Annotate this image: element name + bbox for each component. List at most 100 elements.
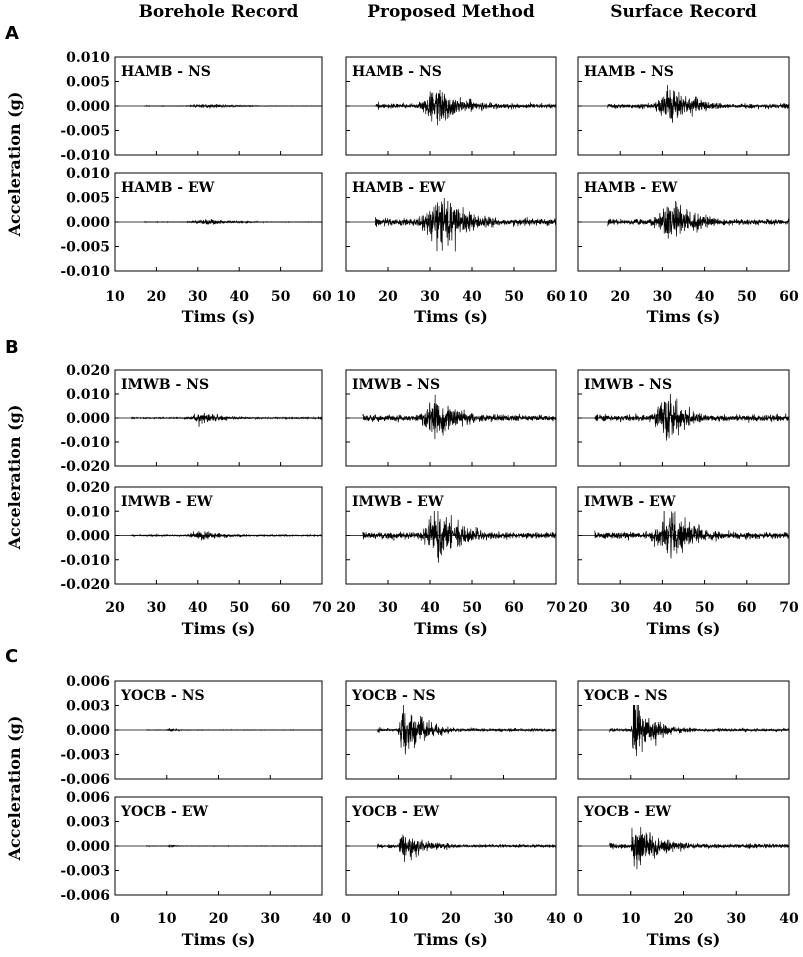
waveform-trace	[143, 103, 323, 109]
x-tick-label: 10	[621, 911, 641, 927]
y-tick-label: -0.010	[60, 435, 110, 451]
x-axis-label: Tims (s)	[182, 619, 256, 638]
waveform-trace	[362, 504, 557, 563]
station-label: IMWB - EW	[584, 494, 676, 510]
x-tick-label: 60	[737, 600, 757, 616]
waveform-trace	[145, 727, 323, 732]
station-label: YOCB - EW	[120, 804, 208, 820]
station-label-bg	[582, 376, 675, 394]
x-tick-label: 0	[110, 911, 120, 927]
y-tick-label: -0.020	[60, 459, 110, 475]
x-axis-label: Tims (s)	[414, 619, 488, 638]
subplot-surface-record: YOCB - NS	[577, 680, 790, 780]
x-tick-label: 10	[105, 289, 125, 305]
x-tick-label: 30	[188, 289, 208, 305]
station-label: HAMB - NS	[584, 64, 674, 80]
waveform-trace	[375, 89, 557, 126]
x-tick-label: 20	[378, 289, 398, 305]
x-tick-label: 10	[568, 289, 588, 305]
panel-a: A Acceleration (g) 0.010 0.005 0.000 -0.005 -0…	[5, 23, 799, 326]
y-tick-label: -0.003	[60, 748, 110, 764]
x-tick-label: 60	[546, 289, 566, 305]
y-tick-label: 0.005	[66, 191, 110, 207]
subplot-surface-record: HAMB - EW 10 20 30 40 50 60 Tims (s)	[568, 172, 799, 326]
y-tick-label: -0.006	[60, 772, 110, 788]
y-tick-label: -0.003	[60, 864, 110, 880]
x-tick-label: 30	[378, 600, 398, 616]
station-label-bg	[349, 687, 438, 705]
subplot-borehole-record: IMWB - EW 20 30 40 50 60 70 Tims (s)	[105, 486, 332, 638]
column-title-3: Surface Record	[610, 2, 757, 22]
x-tick-label: 30	[727, 911, 747, 927]
station-label-bg	[350, 179, 448, 197]
y-tick-label: 0.005	[66, 75, 110, 91]
x-tick-label: 0	[573, 911, 583, 927]
x-tick-label: 20	[674, 911, 694, 927]
waveform-trace	[607, 84, 790, 123]
y-tick-label: 0.000	[66, 215, 110, 231]
y-tick-label: 0.010	[66, 50, 110, 66]
waveform-trace	[362, 394, 557, 440]
station-label-bg	[118, 687, 207, 705]
y-tick-label: 0.006	[66, 674, 110, 690]
x-tick-label: 20	[105, 600, 125, 616]
y-tick-label: -0.005	[60, 124, 110, 140]
y-axis-label: Acceleration (g)	[5, 405, 24, 551]
subplot-borehole-record: IMWB - NS	[114, 369, 323, 467]
x-tick-label: 40	[653, 600, 673, 616]
subplot-surface-record: IMWB - NS	[577, 369, 790, 467]
station-label-bg	[582, 63, 676, 81]
y-tick-label: -0.010	[60, 264, 110, 280]
station-label-bg	[350, 63, 444, 81]
waveform-trace	[377, 701, 557, 755]
y-axis-label: Acceleration (g)	[5, 92, 24, 238]
subplot-borehole-record: HAMB - EW 10 20 30 40 50 60 Tims (s)	[105, 172, 332, 326]
x-tick-label: 30	[494, 911, 514, 927]
station-label-bg	[118, 803, 211, 821]
station-label-bg	[349, 803, 442, 821]
y-tick-label: 0.000	[66, 411, 110, 427]
subplot-borehole-record: YOCB - NS	[114, 680, 323, 780]
x-tick-label: 30	[653, 289, 673, 305]
station-label-bg	[582, 179, 680, 197]
x-tick-label: 10	[336, 289, 356, 305]
station-label-bg	[119, 179, 217, 197]
waveform-trace	[375, 198, 557, 252]
x-tick-label: 20	[568, 600, 588, 616]
x-axis-label: Tims (s)	[647, 307, 721, 326]
subplot-proposed-method: YOCB - EW 0 10 20 30 40 Tims (s)	[341, 796, 566, 949]
y-tick-label: 0.000	[66, 99, 110, 115]
x-tick-label: 10	[389, 911, 409, 927]
station-label-bg	[582, 493, 678, 511]
x-tick-label: 30	[147, 600, 167, 616]
y-tick-label: -0.020	[60, 577, 110, 593]
station-label-bg	[119, 493, 215, 511]
x-axis-label: Tims (s)	[647, 930, 721, 949]
waveform-trace	[607, 200, 790, 239]
y-tick-label: 0.010	[66, 504, 110, 520]
x-axis-label: Tims (s)	[414, 930, 488, 949]
x-tick-label: 50	[695, 600, 715, 616]
station-label: IMWB - NS	[352, 377, 440, 393]
station-label: HAMB - EW	[352, 180, 446, 196]
x-tick-label: 40	[462, 289, 482, 305]
station-label: IMWB - NS	[584, 377, 672, 393]
x-tick-label: 30	[610, 600, 630, 616]
station-label-bg	[581, 803, 674, 821]
x-tick-label: 40	[229, 289, 249, 305]
station-label-bg	[119, 63, 213, 81]
station-label: YOCB - NS	[351, 688, 436, 704]
subplot-proposed-method: IMWB - EW 20 30 40 50 60 70 Tims (s)	[336, 486, 566, 638]
station-label: HAMB - NS	[352, 64, 442, 80]
column-title-1: Borehole Record	[139, 2, 299, 22]
y-tick-label: 0.000	[66, 529, 110, 545]
station-label: IMWB - NS	[121, 377, 209, 393]
x-tick-label: 20	[610, 289, 630, 305]
x-tick-label: 70	[779, 600, 799, 616]
x-tick-label: 20	[147, 289, 167, 305]
x-tick-label: 30	[420, 289, 440, 305]
waveform-trace	[609, 696, 790, 756]
y-tick-label: 0.010	[66, 166, 110, 182]
station-label-bg	[350, 376, 443, 394]
